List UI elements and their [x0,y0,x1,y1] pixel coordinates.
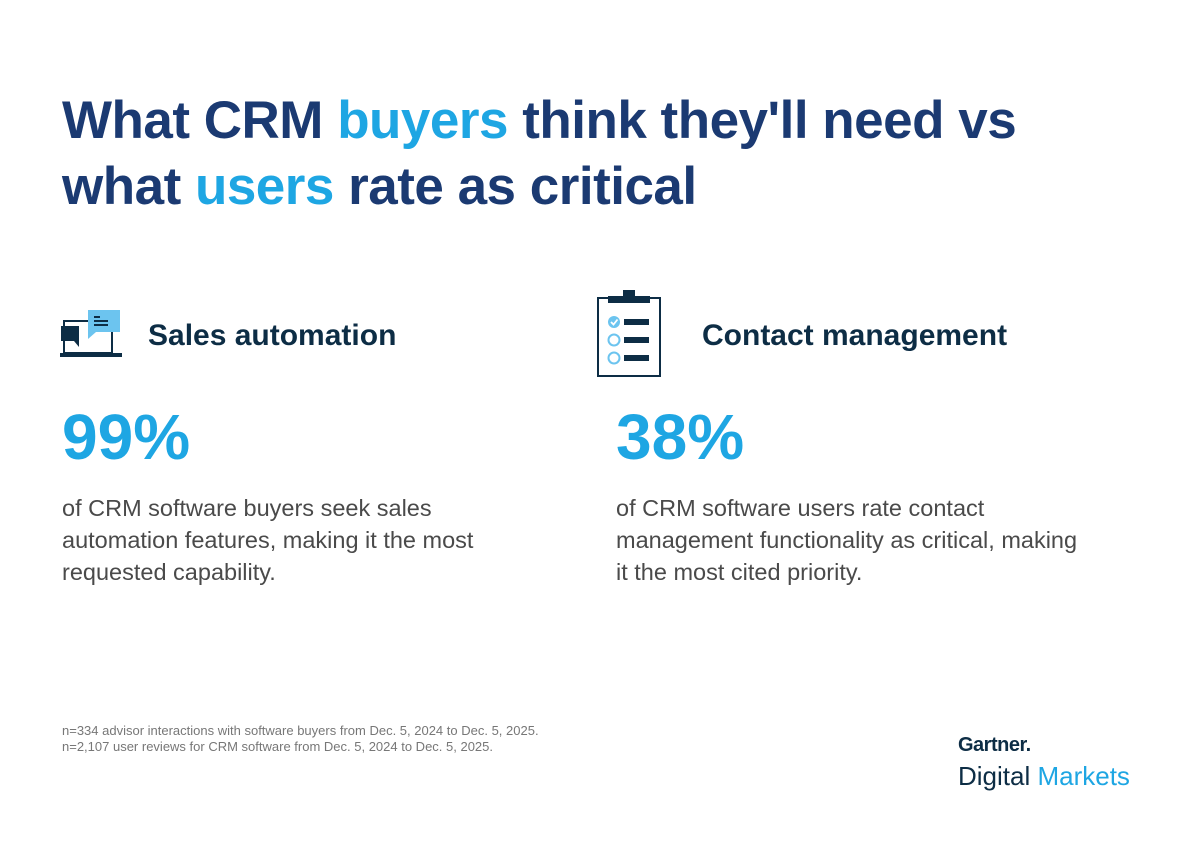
stat-heading: Contact management [702,319,1008,352]
page-title: What CRM buyers think they'll need vs wh… [62,91,1017,216]
footnote: n=334 advisor interactions with software… [62,723,539,738]
chat-monitor-icon [60,309,122,364]
clipboard-checklist-icon [596,289,662,383]
stat-percent: 38% [616,401,745,473]
stat-contact-management: Contact management 38% of CRM software u… [596,289,1096,588]
title-highlight-buyers: buyers [337,91,508,150]
stat-description: of CRM software users rate contact manag… [616,495,1078,585]
footnote: n=2,107 user reviews for CRM software fr… [62,739,494,754]
stat-sales-automation: Sales automation 99% of CRM software buy… [60,290,560,588]
stat-description: of CRM software buyers seek sales automa… [62,495,474,585]
stat-heading: Sales automation [148,319,397,352]
stat-percent: 99% [62,401,191,473]
title-highlight-users: users [194,157,334,216]
footnotes: n=334 advisor interactions with software… [62,723,539,755]
gartner-digital-markets-logo: Gartner. Digital Markets [958,734,1130,791]
